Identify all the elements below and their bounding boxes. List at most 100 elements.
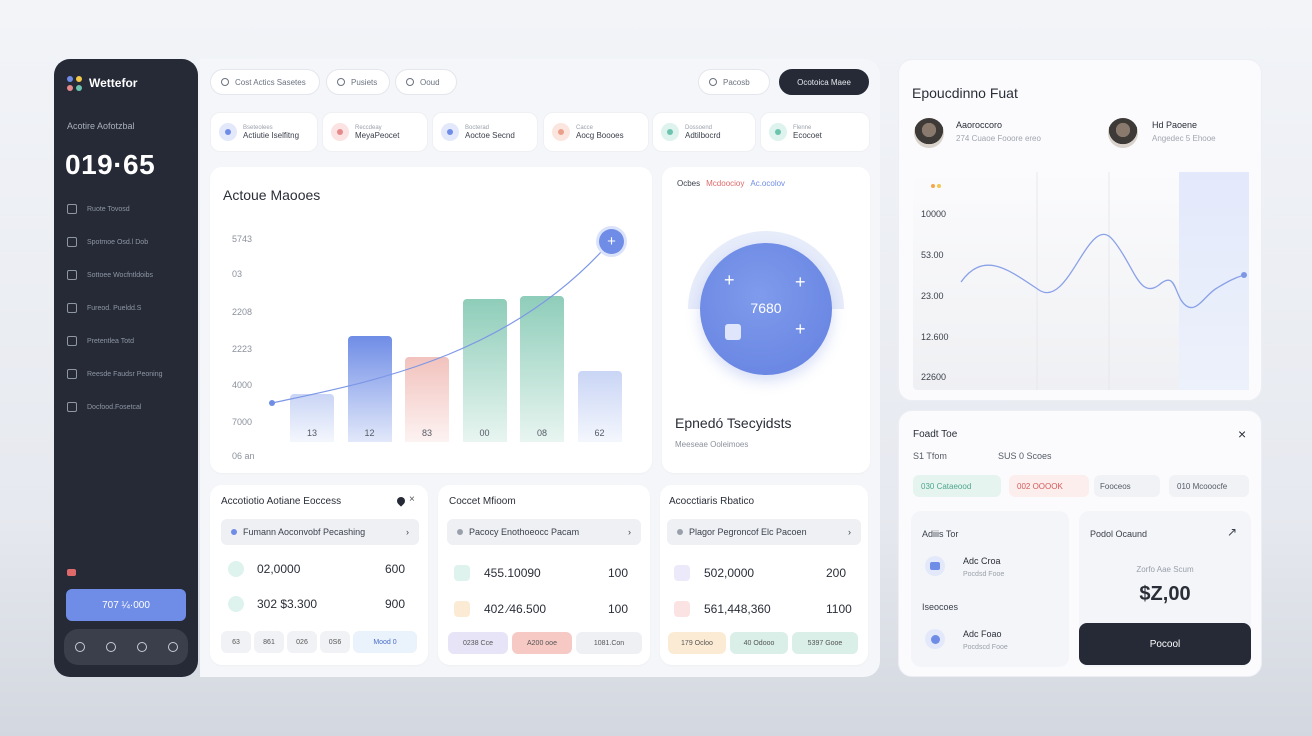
row-value: 561,448,360 [704, 602, 771, 616]
chip[interactable]: 179 Ocloo [668, 632, 726, 654]
nav-icon [67, 237, 77, 247]
chip[interactable]: A200 ooe [512, 632, 572, 654]
row-icon [674, 601, 690, 617]
alert-icon [67, 569, 76, 576]
filter-pill-1[interactable]: Cost Actics Sasetes [210, 69, 320, 95]
nav-icon [67, 303, 77, 313]
primary-action-button[interactable]: Ocotoica Maee [779, 69, 869, 95]
group-icon[interactable] [136, 642, 147, 652]
y-tick: 5743 [232, 234, 253, 244]
chip[interactable]: 0238 Cce [448, 632, 508, 654]
tile-icon [441, 123, 459, 141]
plus-icon: + [795, 272, 806, 292]
submit-button[interactable]: Pocool [1079, 623, 1251, 665]
row-icon [228, 561, 244, 577]
sidebar-item-5[interactable]: Pretentlea Totd [67, 334, 192, 348]
block-search[interactable]: Pacocy Enothoeocc Pacam › [447, 519, 641, 545]
row-right: 1100 [826, 602, 852, 616]
row-value: 302 $3.300 [257, 597, 318, 611]
amount-label: Zorfo Aae Scum [1136, 565, 1194, 574]
y-tick: 23.00 [921, 291, 944, 301]
dot-icon [231, 529, 237, 535]
tile-1[interactable]: Bseteolees Actiutie Iselfitng [210, 112, 318, 152]
x-tick: 00 [479, 428, 490, 438]
sidebar-item-3[interactable]: Sottoee Wocfntldoibs [67, 268, 192, 282]
row-right: 100 [608, 602, 629, 616]
chat-icon [925, 556, 945, 576]
block-title: Acocctiaris Rbatico [669, 496, 755, 507]
tile-icon [661, 123, 679, 141]
sidebar-item-1[interactable]: Ruote Tovosd [67, 202, 192, 216]
tile-icon [219, 123, 237, 141]
row-value: 502,0000 [704, 566, 755, 580]
bar[interactable] [462, 298, 507, 442]
chip[interactable]: 40 Odooo [730, 632, 788, 654]
tag[interactable]: 010 Mcooocfe [1169, 475, 1249, 497]
bar[interactable] [347, 335, 392, 442]
report-sub-left: S1 Tfom [913, 451, 947, 461]
y-tick: 12.600 [921, 332, 949, 342]
main-panel: Cost Actics Sasetes Pusiets Ooud Pacosb … [200, 59, 880, 677]
y-tick: 22600 [921, 372, 947, 382]
app-logo-icon [67, 76, 83, 92]
pin-icon[interactable] [395, 495, 407, 507]
tile-3[interactable]: Bocterad Aoctoe Secnd [432, 112, 538, 152]
filter-pill-3[interactable]: Ooud [395, 69, 457, 95]
contact-block: Coccet Mfioom Pacocy Enothoeocc Pacam › 4… [438, 485, 650, 665]
block-search[interactable]: Fumann Aoconvobf Pecashing › [221, 519, 419, 545]
tile-6[interactable]: Flenne Ecocoet [760, 112, 870, 152]
sidebar-item-2[interactable]: Spotmoe Osd.l Dob [67, 235, 192, 249]
right-head: Podol Ocaund [1090, 529, 1148, 539]
x-tick: 08 [536, 428, 547, 438]
sidebar-big-value: 019·65 [65, 149, 156, 180]
sidebar-primary-button[interactable]: 707 ¼·000 [66, 589, 186, 621]
tile-2[interactable]: Reccdeay MeyaPeocet [322, 112, 428, 152]
row-right: 100 [608, 566, 629, 580]
chip[interactable]: 861 [254, 631, 284, 653]
gauge-dial [700, 243, 832, 375]
avatar[interactable] [914, 118, 944, 148]
chip[interactable]: 5397 Gooe [792, 632, 858, 654]
legend-dot [931, 184, 935, 188]
y-tick: 53.00 [921, 250, 944, 260]
tag[interactable]: 002 OOOOK [1009, 475, 1089, 497]
sidebar-item-7[interactable]: Docfood.Fosetcal [67, 400, 192, 414]
home-icon[interactable] [74, 642, 85, 652]
chip[interactable]: 63 [221, 631, 251, 653]
chip[interactable]: 1081.Con [576, 632, 642, 654]
gauge-card: Ocbes Mcdoocioy Ac.ocolov + + + 7680 Epn… [662, 167, 870, 473]
avatar[interactable] [1108, 118, 1138, 148]
settings-icon[interactable] [167, 642, 178, 652]
circle-icon [221, 78, 229, 86]
tag[interactable]: 030 Cataeood [913, 475, 1001, 497]
report-title: Foadt Toe [913, 429, 958, 440]
close-icon[interactable]: × [409, 494, 415, 505]
chip[interactable]: Mood 0 [353, 631, 417, 653]
search-button[interactable]: Pacosb [698, 69, 770, 95]
sidebar-item-6[interactable]: Reesde Faudsr Peoning [67, 367, 192, 381]
bar[interactable] [520, 296, 564, 442]
close-icon[interactable]: × [1238, 426, 1247, 442]
x-tick: 62 [594, 428, 605, 438]
bar[interactable] [577, 371, 622, 442]
chip[interactable]: 0S6 [320, 631, 350, 653]
block-search[interactable]: Plagor Pegroncof Elc Pacoen › [667, 519, 861, 545]
nav-icon [67, 336, 77, 346]
tag[interactable]: Fooceos [1094, 475, 1160, 497]
user-icon[interactable] [105, 642, 116, 652]
nav-icon [67, 270, 77, 280]
chevron-right-icon: › [848, 527, 851, 537]
sidebar-item-4[interactable]: Fureod. Pueldd.S [67, 301, 192, 315]
row-right: 200 [826, 566, 847, 580]
filter-pill-2[interactable]: Pusiets [326, 69, 390, 95]
arrow-up-right-icon[interactable]: ↗ [1227, 525, 1238, 539]
y-tick: 10000 [921, 209, 947, 219]
block-title: Accotiotio Aotiane Eoccess [221, 496, 342, 507]
bar[interactable] [290, 394, 334, 442]
add-point-button[interactable]: + [599, 229, 624, 254]
tile-4[interactable]: Cacce Aocg Boooes [543, 112, 649, 152]
row-value: 455.10090 [484, 566, 541, 580]
chip[interactable]: 026 [287, 631, 317, 653]
bar[interactable] [405, 357, 449, 442]
tile-5[interactable]: Dossoend Adtilbocrd [652, 112, 756, 152]
